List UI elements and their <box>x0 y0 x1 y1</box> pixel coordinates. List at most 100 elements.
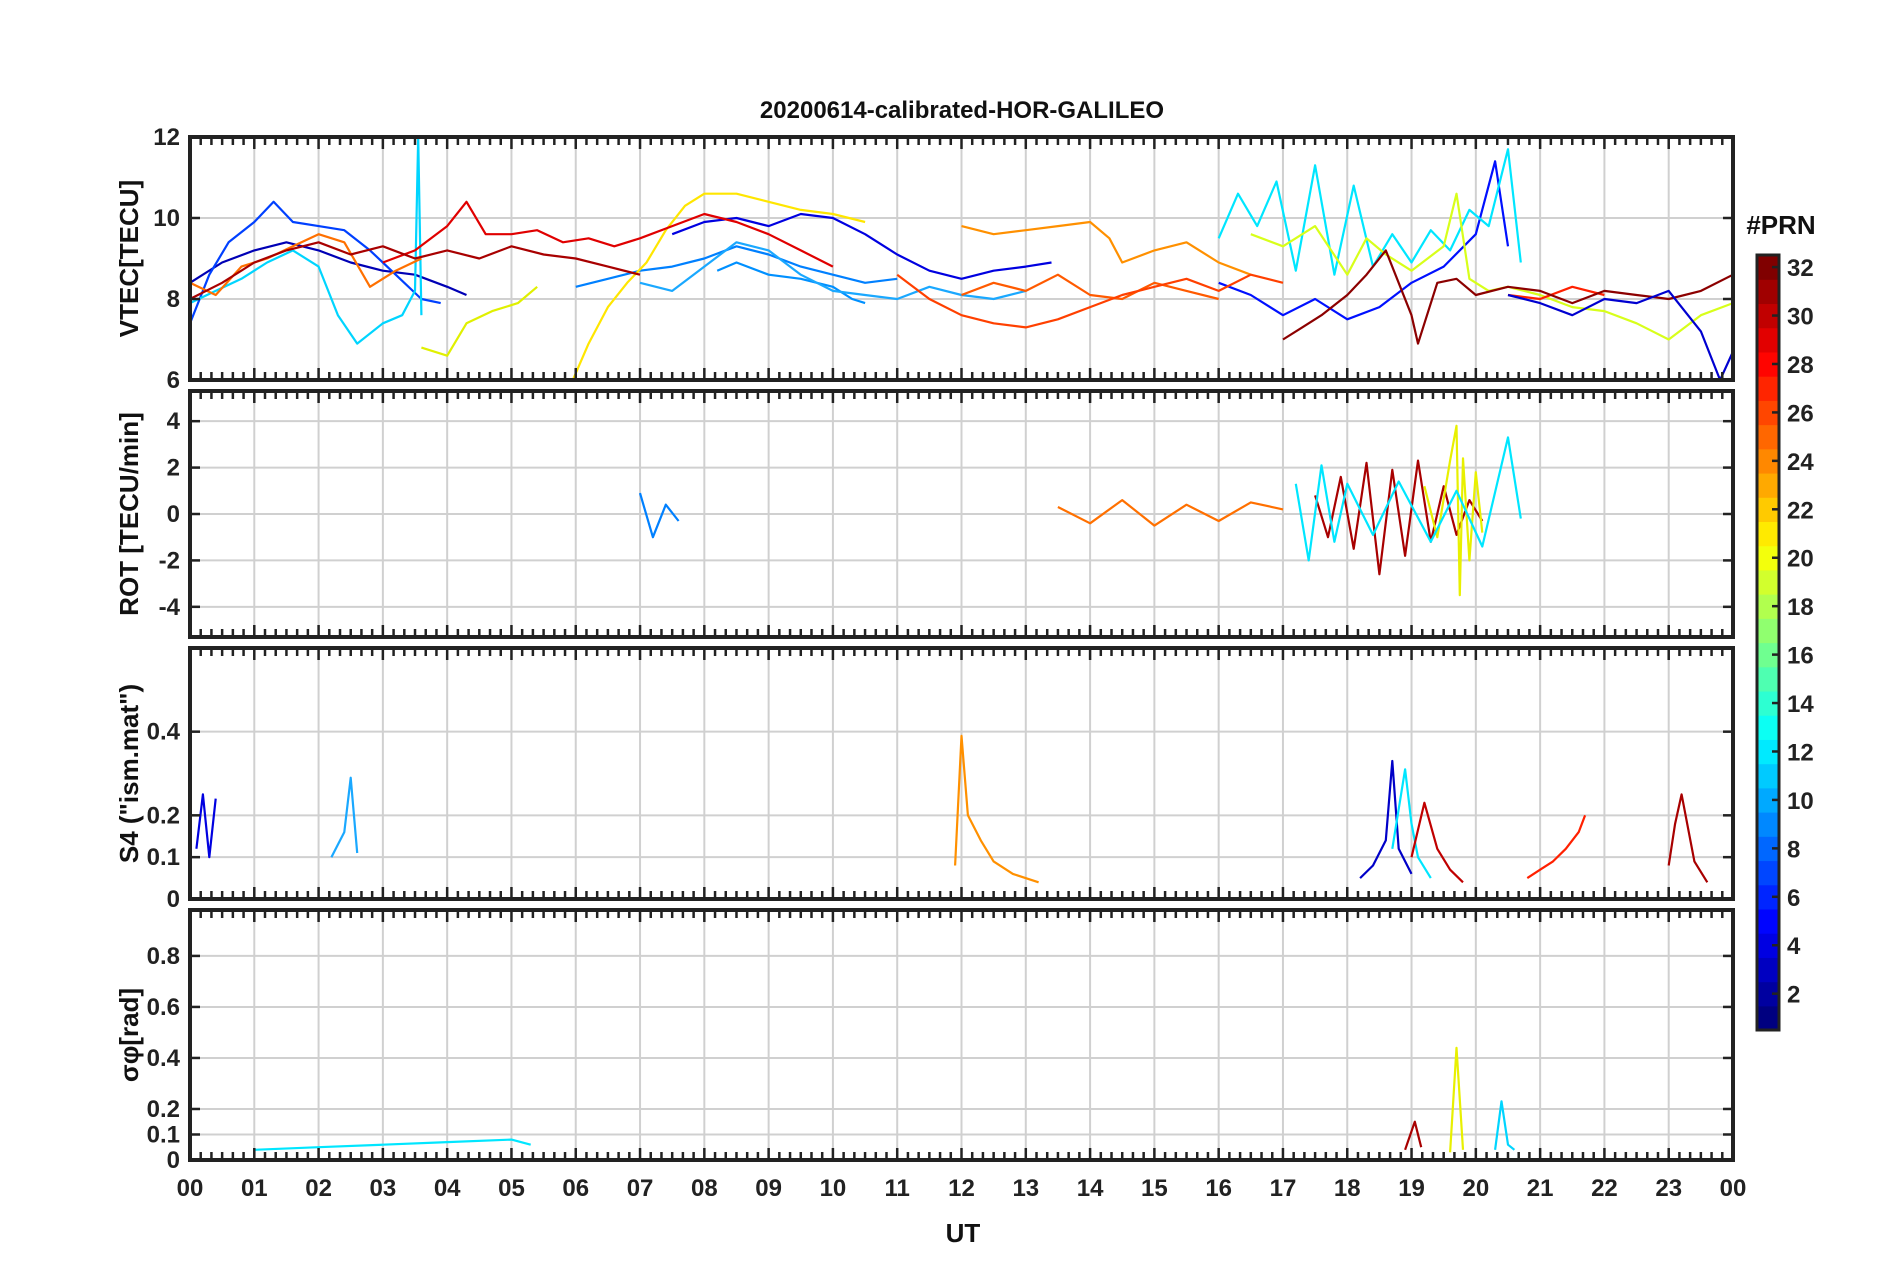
series-line-prn-23 <box>961 220 1252 276</box>
series-line-prn-24 <box>1057 499 1284 527</box>
colorbar-tick-label: 8 <box>1787 836 1800 863</box>
series-line-prn-24 <box>190 233 422 297</box>
series-line-prn-2 <box>190 241 467 297</box>
y-tick-label: 2 <box>167 455 180 482</box>
y-tick-label: 0.6 <box>147 994 180 1021</box>
x-tick-label: 07 <box>627 1175 654 1202</box>
minor-ticks <box>188 137 1735 380</box>
colorbar-swatch <box>1757 933 1779 958</box>
series-line-prn-12 <box>1494 1100 1516 1151</box>
x-tick-label: 20 <box>1462 1175 1489 1202</box>
series-line-prn-12 <box>1391 768 1432 879</box>
x-tick-label: 02 <box>305 1175 332 1202</box>
y-tick-label: 12 <box>153 124 180 151</box>
y-axis-label-s4: S4 ("ism.mat") <box>114 684 144 863</box>
colorbar-swatch <box>1757 957 1779 983</box>
colorbar-swatch <box>1757 424 1779 450</box>
panel-rot: -4 -2 0 2 4 ROT [TECU/min] <box>114 389 1735 639</box>
colorbar-tick-label: 28 <box>1787 352 1814 379</box>
colorbar-swatch <box>1757 1005 1779 1031</box>
y-tick-label: 10 <box>153 205 180 232</box>
y-tick-label: -4 <box>159 594 181 621</box>
x-tick-label: 08 <box>691 1175 718 1202</box>
series-line-prn-23 <box>954 734 1039 884</box>
colorbar-swatch <box>1757 884 1779 910</box>
y-tick-label: 0.2 <box>147 1096 180 1123</box>
colorbar-swatch <box>1757 376 1779 401</box>
colorbar-swatch <box>1757 618 1779 644</box>
series-line-prn-31 <box>190 241 641 300</box>
y-tick-label: 0.1 <box>147 1121 180 1148</box>
y-tick-label: 0.4 <box>147 719 181 746</box>
series-line-prn-31 <box>1667 793 1709 883</box>
chart-title: 20200614-calibrated-HOR-GALILEO <box>760 97 1164 124</box>
colorbar-tick-label: 30 <box>1787 304 1814 331</box>
colorbar-title: #PRN <box>1746 210 1815 240</box>
x-tick-label: 01 <box>241 1175 268 1202</box>
series-line-prn-29 <box>382 200 834 268</box>
series-line-prn-7 <box>190 200 441 324</box>
series-line-prn-13 <box>1294 436 1522 562</box>
y-tick-label: 4 <box>167 408 181 435</box>
series-line-prn-27 <box>1526 814 1587 880</box>
series-line-prn-20 <box>571 192 866 380</box>
series-line-prn-9 <box>638 492 680 539</box>
colorbar-swatch <box>1757 569 1779 595</box>
series-line-prn-19 <box>421 285 538 357</box>
x-tick-label: 14 <box>1077 1175 1104 1202</box>
series-line-prn-3 <box>1507 289 1733 380</box>
colorbar-tick-label: 18 <box>1787 594 1814 621</box>
x-tick-label: 00 <box>177 1175 204 1202</box>
colorbar-tick-label: 22 <box>1787 497 1814 524</box>
y-axis-label-sigma_phi: σφ[rad] <box>114 988 144 1082</box>
series-line-prn-13 <box>254 1138 531 1151</box>
colorbar-swatch <box>1757 255 1779 280</box>
y-tick-label: 6 <box>167 367 180 394</box>
minor-ticks <box>188 648 1735 899</box>
series-line-prn-19 <box>1250 192 1733 341</box>
x-tick-label: 13 <box>1012 1175 1039 1202</box>
series-line-prn-31 <box>1314 459 1484 576</box>
x-tick-label: 19 <box>1398 1175 1425 1202</box>
colorbar-swatch <box>1757 908 1779 934</box>
colorbar-swatch <box>1757 666 1779 692</box>
y-tick-label: 0.4 <box>147 1045 181 1072</box>
series-line-prn-30 <box>1410 801 1464 884</box>
y-tick-label: 0.2 <box>147 802 180 829</box>
colorbar-swatch <box>1757 351 1779 377</box>
colorbar-frame <box>1755 253 1781 1032</box>
x-tick-label: 10 <box>820 1175 847 1202</box>
series-line-prn-19 <box>1423 424 1484 597</box>
series-line-prn-12 <box>190 137 423 345</box>
colorbar-tick-label: 32 <box>1787 255 1814 282</box>
panel-s4: 0 0.1 0.2 0.4S4 ("ism.mat") <box>114 646 1735 913</box>
colorbar-swatch <box>1757 642 1779 668</box>
colorbar-swatch <box>1757 739 1779 765</box>
series-line-prn-9 <box>575 245 898 288</box>
colorbar-swatch <box>1757 763 1779 789</box>
series-line-prn-3 <box>195 793 217 859</box>
minor-ticks <box>188 391 1735 637</box>
colorbar-swatch <box>1757 836 1779 862</box>
colorbar-swatch <box>1757 715 1779 740</box>
x-tick-label: 22 <box>1591 1175 1618 1202</box>
series-group-rot <box>638 424 1522 597</box>
y-tick-label: 8 <box>167 286 180 313</box>
series-line-prn-32 <box>1282 249 1733 345</box>
colorbar-swatch <box>1757 303 1779 329</box>
series-line-prn-26 <box>896 273 1284 329</box>
colorbar-swatch <box>1757 787 1779 813</box>
colorbar-swatch <box>1757 521 1779 547</box>
colorbar-tick-label: 20 <box>1787 546 1814 573</box>
series-line-prn-25 <box>961 273 1219 301</box>
colorbar-swatch <box>1757 472 1779 498</box>
colorbar-swatch <box>1757 327 1779 353</box>
colorbar-swatch <box>1757 981 1779 1007</box>
series-group-s4 <box>195 734 1709 884</box>
x-tick-label: 06 <box>562 1175 589 1202</box>
x-tick-label: 11 <box>885 1175 910 1202</box>
panel-vtec: 6 8 10 12 VTEC[TECU] <box>114 124 1735 394</box>
colorbar-tick-label: 4 <box>1787 933 1801 960</box>
colorbar-swatch <box>1757 594 1779 619</box>
x-tick-label: 04 <box>434 1175 461 1202</box>
